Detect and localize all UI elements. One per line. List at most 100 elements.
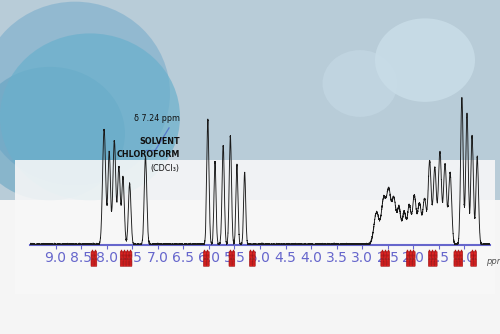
- Text: ppm: ppm: [486, 257, 500, 266]
- FancyBboxPatch shape: [428, 252, 431, 259]
- Text: CHLOROFORM: CHLOROFORM: [116, 150, 180, 159]
- Bar: [0, 0, 500, 207]
- Bar: [385, 258, 386, 260]
- Bar: [458, 250, 459, 252]
- FancyBboxPatch shape: [94, 259, 97, 266]
- Bar: [130, 250, 131, 252]
- FancyBboxPatch shape: [250, 259, 252, 266]
- Bar: [0, 200, 500, 334]
- Bar: [124, 258, 125, 260]
- Bar: [250, 250, 252, 252]
- Ellipse shape: [0, 33, 180, 200]
- Bar: [230, 258, 231, 260]
- Bar: [121, 258, 122, 260]
- Bar: [435, 258, 436, 260]
- Text: (CDCl₃): (CDCl₃): [151, 164, 180, 173]
- FancyBboxPatch shape: [91, 259, 94, 266]
- Text: δ 7.24 ppm: δ 7.24 ppm: [134, 114, 180, 123]
- FancyBboxPatch shape: [232, 252, 235, 259]
- FancyBboxPatch shape: [428, 259, 431, 266]
- FancyBboxPatch shape: [384, 252, 386, 259]
- FancyBboxPatch shape: [432, 252, 434, 259]
- Bar: [233, 258, 234, 260]
- Bar: [455, 258, 456, 260]
- Bar: [461, 258, 462, 260]
- Bar: [410, 258, 411, 260]
- Bar: [474, 258, 476, 260]
- FancyBboxPatch shape: [129, 259, 132, 266]
- FancyBboxPatch shape: [126, 252, 129, 259]
- Bar: [204, 258, 206, 260]
- Bar: [230, 250, 231, 252]
- Bar: [204, 250, 206, 252]
- FancyBboxPatch shape: [129, 252, 132, 259]
- FancyBboxPatch shape: [386, 259, 390, 266]
- FancyBboxPatch shape: [454, 252, 457, 259]
- Bar: [432, 258, 433, 260]
- FancyBboxPatch shape: [123, 259, 126, 266]
- Bar: [410, 250, 411, 252]
- FancyBboxPatch shape: [252, 252, 255, 259]
- Bar: [121, 250, 122, 252]
- Bar: [92, 250, 93, 252]
- Bar: [124, 250, 125, 252]
- FancyBboxPatch shape: [434, 252, 437, 259]
- FancyBboxPatch shape: [474, 259, 476, 266]
- FancyBboxPatch shape: [412, 252, 415, 259]
- Bar: [435, 250, 436, 252]
- FancyBboxPatch shape: [232, 259, 235, 266]
- FancyBboxPatch shape: [120, 252, 123, 259]
- Bar: [474, 250, 476, 252]
- Bar: [127, 258, 128, 260]
- Bar: [458, 258, 459, 260]
- FancyBboxPatch shape: [460, 252, 462, 259]
- Ellipse shape: [375, 18, 475, 102]
- FancyBboxPatch shape: [381, 252, 384, 259]
- FancyBboxPatch shape: [410, 252, 412, 259]
- FancyBboxPatch shape: [474, 252, 476, 259]
- Bar: [250, 258, 252, 260]
- Bar: [127, 250, 128, 252]
- FancyBboxPatch shape: [126, 259, 129, 266]
- Bar: [233, 250, 234, 252]
- FancyBboxPatch shape: [432, 259, 434, 266]
- FancyBboxPatch shape: [410, 259, 412, 266]
- FancyBboxPatch shape: [91, 252, 94, 259]
- FancyBboxPatch shape: [457, 252, 460, 259]
- FancyBboxPatch shape: [204, 259, 206, 266]
- Bar: [95, 258, 96, 260]
- FancyBboxPatch shape: [457, 259, 460, 266]
- FancyBboxPatch shape: [229, 259, 232, 266]
- FancyBboxPatch shape: [454, 259, 457, 266]
- Bar: [130, 258, 131, 260]
- Bar: [385, 250, 386, 252]
- FancyBboxPatch shape: [406, 252, 410, 259]
- FancyBboxPatch shape: [460, 259, 462, 266]
- FancyBboxPatch shape: [123, 252, 126, 259]
- Bar: [15, 160, 495, 294]
- FancyBboxPatch shape: [94, 252, 97, 259]
- FancyBboxPatch shape: [381, 259, 384, 266]
- Bar: [461, 250, 462, 252]
- FancyBboxPatch shape: [384, 259, 386, 266]
- FancyBboxPatch shape: [470, 259, 474, 266]
- FancyBboxPatch shape: [206, 252, 209, 259]
- Bar: [455, 250, 456, 252]
- Bar: [92, 258, 93, 260]
- Bar: [95, 250, 96, 252]
- FancyBboxPatch shape: [229, 252, 232, 259]
- FancyBboxPatch shape: [412, 259, 415, 266]
- Ellipse shape: [0, 67, 125, 200]
- FancyBboxPatch shape: [252, 259, 255, 266]
- FancyBboxPatch shape: [206, 259, 209, 266]
- FancyBboxPatch shape: [120, 259, 123, 266]
- Ellipse shape: [0, 2, 170, 185]
- FancyBboxPatch shape: [250, 252, 252, 259]
- Bar: [432, 250, 433, 252]
- Ellipse shape: [322, 50, 398, 117]
- FancyBboxPatch shape: [204, 252, 206, 259]
- Text: SOLVENT: SOLVENT: [139, 137, 180, 146]
- FancyBboxPatch shape: [434, 259, 437, 266]
- FancyBboxPatch shape: [386, 252, 390, 259]
- FancyBboxPatch shape: [406, 259, 410, 266]
